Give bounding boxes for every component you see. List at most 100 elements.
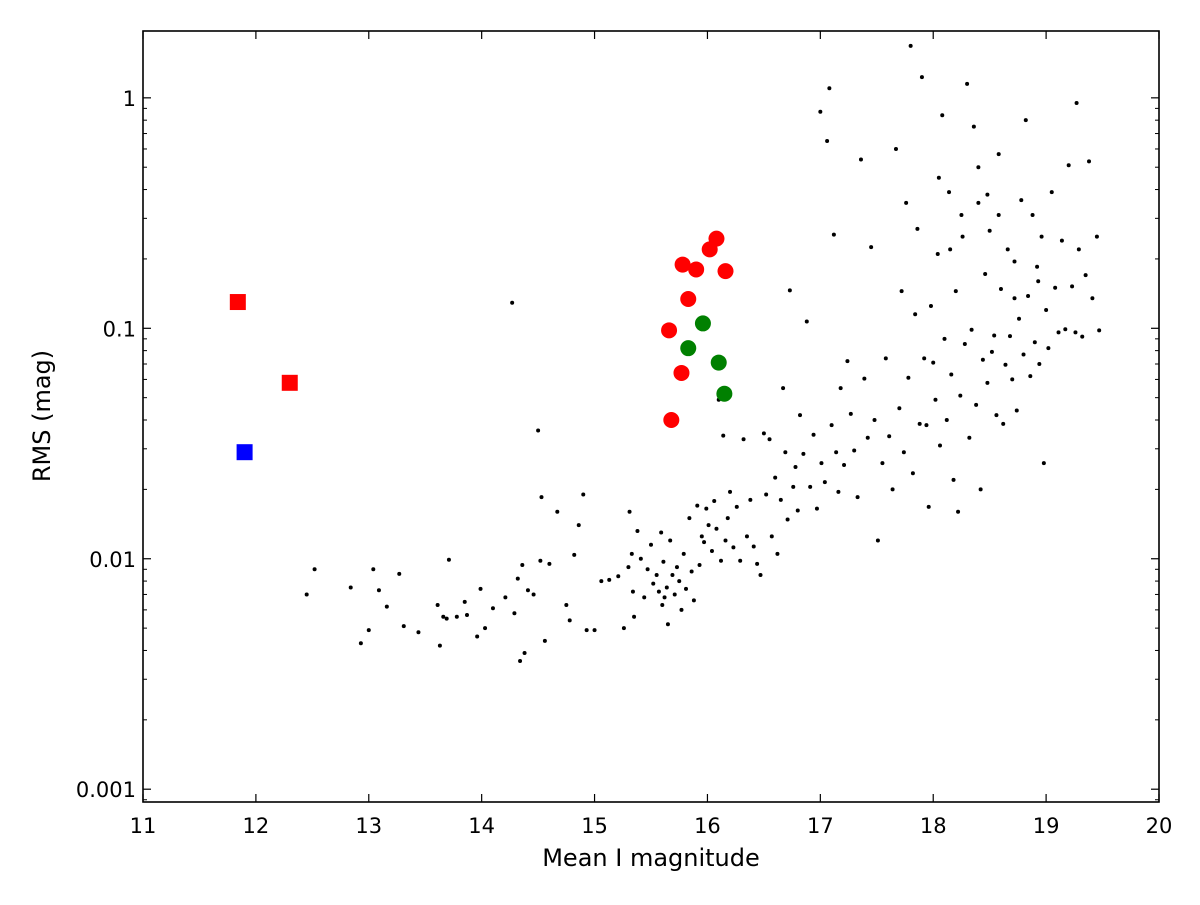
- field-star-point: [1066, 163, 1071, 168]
- field-star-point: [670, 573, 675, 578]
- field-star-point: [642, 595, 647, 600]
- field-star-point: [897, 406, 902, 411]
- field-star-point: [989, 349, 994, 354]
- field-star-point: [758, 573, 763, 578]
- field-star-point: [953, 289, 958, 294]
- field-star-point: [654, 573, 659, 578]
- field-star-point: [721, 433, 726, 438]
- field-star-point: [865, 435, 870, 440]
- field-star-point: [1080, 334, 1085, 339]
- x-tick-label: 15: [581, 814, 608, 838]
- field-star-point: [607, 577, 612, 582]
- field-star-point: [845, 359, 850, 364]
- field-star-point: [917, 421, 922, 426]
- field-star-point: [697, 562, 702, 567]
- field-star-point: [512, 611, 517, 616]
- field-star-point: [965, 81, 970, 86]
- field-star-point: [1083, 273, 1088, 278]
- field-star-point: [503, 595, 508, 600]
- field-star-point: [660, 602, 665, 607]
- field-star-point: [980, 357, 985, 362]
- field-star-point: [822, 480, 827, 485]
- field-star-point: [1090, 296, 1095, 301]
- target-star-point: [674, 256, 691, 273]
- field-star-point: [664, 585, 669, 590]
- field-star-point: [855, 495, 860, 500]
- field-star-point: [751, 544, 756, 549]
- field-star-point: [985, 192, 990, 197]
- field-star-point: [576, 523, 581, 528]
- field-star-point: [567, 618, 572, 623]
- field-star-point: [1023, 118, 1028, 123]
- x-tick-label: 17: [807, 814, 834, 838]
- y-tick-label: 0.001: [76, 778, 136, 802]
- field-star-point: [462, 599, 467, 604]
- field-star-point: [983, 272, 988, 277]
- field-star-point: [798, 413, 803, 418]
- field-star-point: [691, 598, 696, 603]
- field-star-point: [1076, 247, 1081, 252]
- field-star-point: [1021, 352, 1026, 357]
- target-star-point: [708, 230, 725, 247]
- field-star-point: [1059, 238, 1064, 243]
- field-star-point: [478, 586, 483, 591]
- field-star-point: [1037, 361, 1042, 366]
- field-star-point: [738, 558, 743, 563]
- field-star-point: [679, 607, 684, 612]
- field-star-point: [384, 604, 389, 609]
- field-star-point: [915, 226, 920, 231]
- field-star-point: [312, 567, 317, 572]
- field-star-point: [1097, 328, 1102, 333]
- field-star-point: [661, 559, 666, 564]
- field-star-point: [937, 443, 942, 448]
- field-star-point: [793, 465, 798, 470]
- target-star-point: [680, 340, 697, 357]
- field-star-point: [744, 534, 749, 539]
- field-star-point: [656, 589, 661, 594]
- field-star-point: [875, 538, 880, 543]
- field-star-point: [1028, 374, 1033, 379]
- field-star-point: [1046, 346, 1051, 351]
- x-axis-title: Mean I magnitude: [542, 844, 760, 872]
- field-star-point: [944, 418, 949, 423]
- field-star-point: [1074, 100, 1079, 105]
- field-star-point: [755, 561, 760, 566]
- highlighted-star-points: [229, 230, 734, 461]
- field-star-point: [829, 423, 834, 428]
- field-star-point: [1019, 198, 1024, 203]
- target-star-point: [694, 315, 711, 332]
- field-star-point: [531, 592, 536, 597]
- field-star-point: [483, 626, 488, 631]
- field-star-point: [949, 372, 954, 377]
- field-star-point: [956, 509, 961, 514]
- field-star-point: [725, 516, 730, 521]
- field-star-point: [376, 588, 381, 593]
- x-tick-label: 16: [694, 814, 721, 838]
- field-star-point: [994, 413, 999, 418]
- field-star-point: [1012, 296, 1017, 301]
- field-star-point: [651, 581, 656, 586]
- field-star-point: [728, 489, 733, 494]
- field-star-point: [731, 545, 736, 550]
- field-star-point: [775, 551, 780, 556]
- field-star-point: [1014, 408, 1019, 413]
- target-star-point: [710, 354, 727, 371]
- field-star-point: [638, 556, 643, 561]
- field-star-point: [838, 386, 843, 391]
- field-star-point: [572, 552, 577, 557]
- field-star-point: [723, 538, 728, 543]
- field-star-point: [1053, 285, 1058, 290]
- field-star-point: [689, 569, 694, 574]
- field-star-point: [834, 450, 839, 455]
- field-star-point: [444, 616, 449, 621]
- target-star-point: [661, 322, 678, 339]
- field-star-point: [906, 375, 911, 380]
- field-star-point: [397, 571, 402, 576]
- field-star-point: [1094, 234, 1099, 239]
- field-star-point: [960, 234, 965, 239]
- target-star-point: [680, 291, 697, 308]
- field-star-point: [1030, 213, 1035, 218]
- x-tick-label: 14: [468, 814, 495, 838]
- field-star-point: [674, 565, 679, 570]
- field-star-point: [959, 213, 964, 218]
